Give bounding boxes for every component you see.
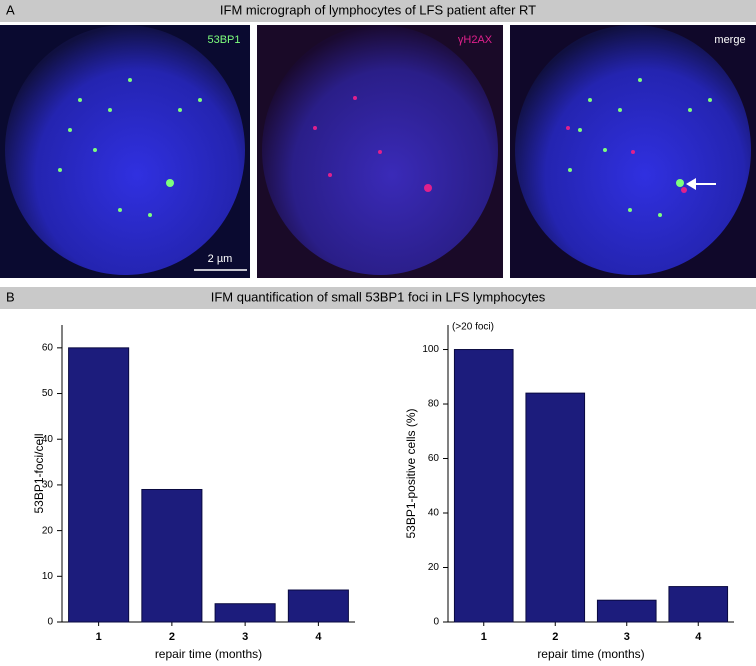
panel-label: B xyxy=(6,289,15,304)
annotation: (>20 foci) xyxy=(452,322,494,333)
y-tick-label: 20 xyxy=(42,525,54,536)
y-tick-label: 60 xyxy=(42,342,54,353)
bar xyxy=(214,603,276,623)
y-axis-label: 53BP1-positive cells (%) xyxy=(404,408,418,538)
nucleus xyxy=(5,25,245,275)
bar xyxy=(668,586,729,623)
foci xyxy=(313,96,687,193)
bar xyxy=(596,599,657,623)
y-tick-label: 60 xyxy=(428,453,440,464)
x-tick-label: 4 xyxy=(315,631,322,643)
bar xyxy=(525,392,586,623)
bar xyxy=(453,349,514,623)
y-tick-label: 0 xyxy=(47,617,53,628)
y-tick-label: 100 xyxy=(422,344,439,355)
x-axis-label: repair time (months) xyxy=(537,647,644,661)
x-axis-label: repair time (months) xyxy=(155,647,262,661)
x-tick-label: 1 xyxy=(96,631,102,643)
y-tick-label: 40 xyxy=(428,508,440,519)
x-tick-label: 3 xyxy=(242,631,248,643)
y-tick-label: 80 xyxy=(428,399,440,410)
arrow-head xyxy=(686,178,696,190)
micrograph-label: 53BP1 xyxy=(207,34,240,46)
y-tick-label: 30 xyxy=(42,480,54,491)
panel-label: A xyxy=(6,2,15,17)
micrograph-label: merge xyxy=(714,34,745,46)
y-tick-label: 20 xyxy=(428,562,440,573)
panel-title: IFM quantification of small 53BP1 foci i… xyxy=(211,289,546,304)
micrograph-label: γH2AX xyxy=(458,34,493,46)
y-axis-label: 53BP1-foci/cell xyxy=(32,433,46,513)
bar xyxy=(141,488,203,623)
x-tick-label: 2 xyxy=(552,631,558,643)
x-tick-label: 1 xyxy=(481,631,487,643)
x-tick-label: 3 xyxy=(624,631,630,643)
x-tick-label: 4 xyxy=(695,631,702,643)
y-tick-label: 40 xyxy=(42,434,54,445)
bar xyxy=(287,589,349,623)
header-bar xyxy=(0,287,756,309)
scale-bar-label: 2 µm xyxy=(208,253,233,265)
bar xyxy=(68,347,130,623)
y-tick-label: 0 xyxy=(433,617,439,628)
y-tick-label: 50 xyxy=(42,388,54,399)
header-bar xyxy=(0,0,756,22)
panel-title: IFM micrograph of lymphocytes of LFS pat… xyxy=(220,2,536,17)
foci xyxy=(58,78,712,217)
y-tick-label: 10 xyxy=(42,571,54,582)
x-tick-label: 2 xyxy=(169,631,175,643)
